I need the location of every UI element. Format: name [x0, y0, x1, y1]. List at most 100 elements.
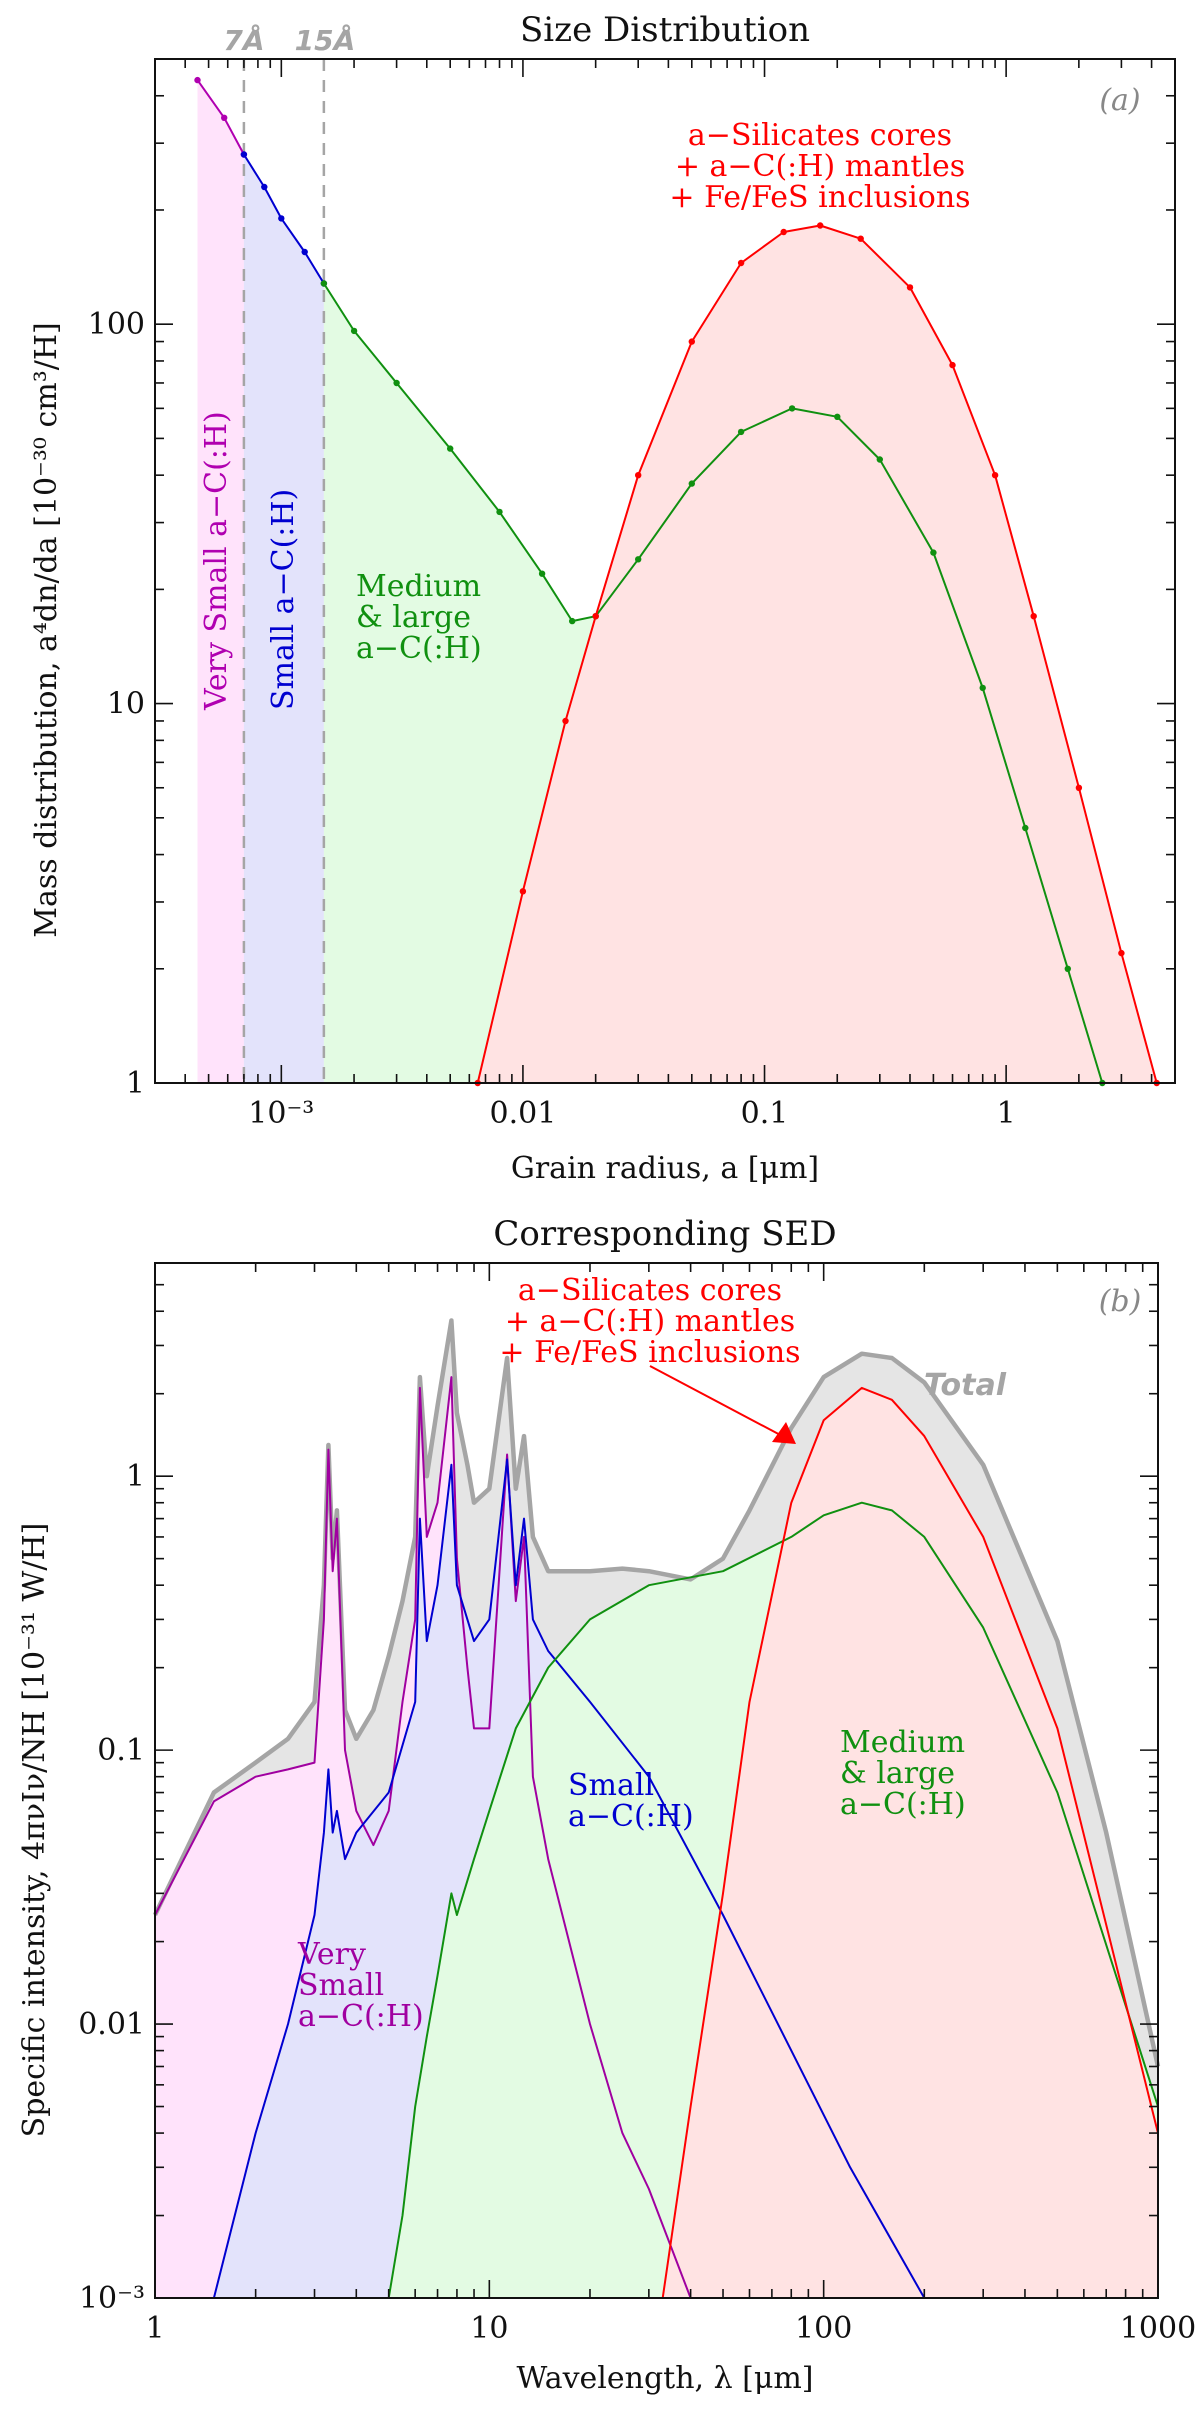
silicates-label-line3: + Fe/FeS inclusions — [499, 1335, 800, 1370]
very-small-label-line3: a−C(:H) — [298, 1999, 424, 2034]
small-label-line2: a−C(:H) — [568, 1799, 694, 1834]
series-2-point — [447, 445, 454, 452]
silicates-label-line3: + Fe/FeS inclusions — [669, 180, 970, 215]
series-2-point — [979, 684, 986, 692]
series-3-line — [387, 1501, 1159, 2299]
series-3-point — [949, 361, 956, 369]
y-tick-label: 0.1 — [97, 1733, 145, 1768]
axis-ticks: 1 10 100 1000 10⁻³ 0.01 0.1 1 — [78, 1262, 1196, 2346]
series-3-point — [592, 613, 599, 620]
series-3-point — [857, 235, 864, 242]
x-tick-label: 10 — [470, 2311, 508, 2346]
y-tick-label: 1 — [126, 1459, 145, 1494]
series-lines — [152, 1318, 1161, 2299]
series-3-point — [519, 888, 527, 895]
series-2-point — [930, 549, 937, 556]
x-tick-label: 100 — [795, 2311, 852, 2346]
small-label: Small a−C(:H) — [266, 489, 301, 710]
series-3-point — [562, 717, 569, 725]
series-2-point — [635, 556, 642, 563]
plot-frame — [154, 1262, 1159, 2299]
area-fills — [197, 80, 1157, 1084]
x-tick-label: 10⁻³ — [248, 1096, 314, 1131]
series-1-point — [261, 183, 268, 191]
series-0-point — [221, 114, 228, 122]
chart-title: Corresponding SED — [493, 1214, 836, 1254]
y-axis-label: Mass distribution, a⁴dn/da [10⁻³⁰ cm³/H] — [29, 322, 64, 937]
silicates-label-line2: + a−C(:H) mantles — [505, 1304, 795, 1339]
series-3-point — [635, 472, 642, 479]
series-2-point — [320, 280, 328, 287]
x-axis-label: Grain radius, a [μm] — [511, 1151, 819, 1186]
series-2-line — [212, 1458, 926, 2299]
x-tick-label: 0.01 — [490, 1096, 557, 1131]
series-2-point — [393, 379, 400, 387]
total-label: Total — [924, 1368, 1007, 1403]
series-2-point — [1022, 824, 1029, 832]
medium-label-line2: & large — [840, 1756, 955, 1791]
silicates-pointer-arrow — [649, 1365, 787, 1439]
series-4-area — [662, 1387, 1158, 2298]
chart-title: Size Distribution — [520, 10, 810, 50]
very-small-label: Very Small a−C(:H) — [199, 411, 234, 711]
series-2-point — [688, 480, 695, 487]
axis-ticks: 10⁻³ 0.01 0.1 1 1 10 100 — [88, 58, 1176, 1131]
series-3-point — [1075, 784, 1083, 791]
series-1-point — [240, 151, 248, 158]
y-tick-label: 100 — [88, 307, 145, 342]
series-1-line — [154, 1376, 692, 2299]
series-2-point — [569, 617, 576, 625]
series-3-point — [780, 228, 787, 236]
medium-label-line2: & large — [356, 600, 471, 635]
series-2-point — [834, 413, 841, 420]
series-3-point — [817, 222, 824, 229]
series-2-point — [788, 405, 796, 412]
silicates-label-line2: + a−C(:H) mantles — [675, 149, 965, 184]
series-1-point — [301, 248, 308, 256]
y-tick-label: 10 — [107, 687, 145, 722]
panel-label: (a) — [1099, 83, 1140, 118]
area-fills — [155, 1320, 1158, 2298]
silicates-label-line1: a−Silicates cores — [518, 1273, 782, 1308]
series-2-point — [876, 456, 883, 463]
very-small-label-line2: Small — [298, 1968, 384, 2003]
silicates-label-line1: a−Silicates cores — [688, 118, 952, 153]
plot-frame — [154, 58, 1176, 1084]
series-2-point — [538, 570, 546, 577]
series-3-point — [688, 338, 695, 345]
medium-label-line3: a−C(:H) — [840, 1787, 966, 1822]
small-label-line1: Small — [568, 1768, 654, 1803]
divider-label-7a: 7Å — [223, 23, 264, 57]
medium-label-line3: a−C(:H) — [356, 631, 482, 666]
series-2-point — [350, 327, 358, 335]
y-axis-label: Specific intensity, 4πνIν/NH [10⁻³¹ W/H] — [17, 1523, 52, 2138]
x-tick-label: 1 — [997, 1096, 1016, 1131]
series-2-point — [496, 508, 503, 516]
series-3-point — [1118, 949, 1125, 957]
series-3-point — [906, 284, 914, 291]
x-tick-label: 0.1 — [741, 1096, 789, 1131]
divider-label-15a: 15Å — [295, 23, 356, 57]
sed-chart: 1 10 100 1000 10⁻³ 0.01 0.1 1 Corresponding SED… — [17, 1214, 1196, 2396]
x-tick-label: 1000 — [1120, 2311, 1196, 2346]
series-3-area — [477, 225, 1157, 1083]
x-tick-label: 1 — [145, 2311, 164, 2346]
series-2-point — [1064, 965, 1072, 972]
series-markers — [194, 76, 1160, 1087]
series-0-point — [194, 76, 201, 84]
grain-size-dividers — [242, 59, 326, 1083]
series-3-point — [991, 472, 999, 479]
series-3-point — [737, 259, 745, 267]
series-2-point — [737, 428, 745, 436]
silicates-pointer-arrowhead — [772, 1422, 796, 1444]
very-small-label-line1: Very — [297, 1937, 366, 1972]
series-4-line — [661, 1386, 1159, 2299]
panel-label: (b) — [1099, 1284, 1142, 1319]
series-1-point — [278, 215, 285, 222]
y-tick-label: 1 — [126, 1066, 145, 1101]
y-tick-label: 0.01 — [78, 2007, 145, 2042]
series-3-point — [1030, 613, 1037, 620]
size-distribution-chart: 10⁻³ 0.01 0.1 1 1 10 100 Size Distribution (a)… — [29, 10, 1176, 1186]
